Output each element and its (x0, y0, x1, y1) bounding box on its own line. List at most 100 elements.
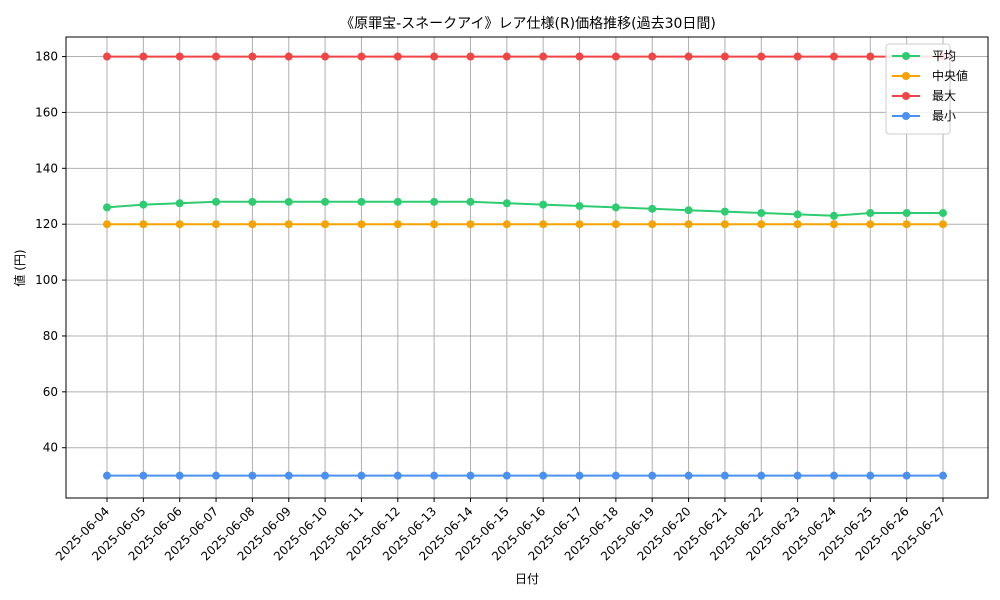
data-point (103, 471, 111, 480)
data-point (139, 471, 148, 480)
data-point (502, 199, 511, 208)
data-point (648, 52, 657, 61)
data-point (284, 197, 293, 206)
data-point (212, 220, 221, 229)
data-point (720, 220, 729, 229)
legend-label: 最小 (932, 109, 956, 123)
data-point (103, 52, 111, 61)
data-point (829, 52, 838, 61)
y-tick-label: 40 (43, 441, 58, 455)
data-point (175, 220, 184, 229)
data-point (502, 52, 511, 61)
series-2 (103, 52, 947, 61)
data-point (684, 471, 693, 480)
data-point (321, 471, 330, 480)
data-point (866, 471, 875, 480)
data-point (539, 200, 548, 209)
data-point (284, 52, 293, 61)
legend-label: 平均 (932, 49, 956, 63)
legend-marker (902, 72, 910, 80)
y-axis-label: 値 (円) (12, 249, 27, 286)
data-point (321, 197, 330, 206)
data-point (393, 220, 402, 229)
y-tick-label: 120 (35, 217, 58, 231)
data-point (212, 471, 221, 480)
legend-box (885, 43, 951, 135)
series-layer (103, 52, 947, 480)
data-point (939, 209, 947, 218)
data-point (793, 210, 802, 219)
data-point (757, 220, 766, 229)
data-point (902, 220, 911, 229)
legend-marker (902, 52, 910, 60)
data-point (939, 471, 947, 480)
data-point (757, 52, 766, 61)
chart-title: 《原罪宝-スネークアイ》レア仕様(R)価格推移(過去30日間) (340, 16, 716, 32)
y-tick-label: 140 (35, 161, 58, 175)
data-point (284, 471, 293, 480)
y-axis-ticks: 40 60 80 100 120 140 160 180 (35, 50, 66, 455)
data-point (139, 200, 148, 209)
data-point (321, 220, 330, 229)
y-tick-label: 80 (43, 329, 58, 343)
data-point (430, 220, 439, 229)
data-point (248, 197, 257, 206)
data-point (575, 52, 584, 61)
data-point (248, 52, 257, 61)
data-point (866, 220, 875, 229)
data-point (866, 52, 875, 61)
data-point (793, 220, 802, 229)
data-point (866, 209, 875, 218)
data-point (466, 471, 475, 480)
data-point (829, 471, 838, 480)
data-point (611, 220, 620, 229)
plot-frame (65, 36, 989, 499)
series-3 (103, 471, 947, 480)
y-tick-label: 180 (35, 50, 58, 64)
data-point (539, 52, 548, 61)
data-point (175, 52, 184, 61)
data-point (793, 471, 802, 480)
data-point (648, 220, 657, 229)
data-point (902, 209, 911, 218)
data-point (466, 197, 475, 206)
data-point (902, 471, 911, 480)
data-point (103, 203, 111, 212)
data-point (175, 199, 184, 208)
data-point (648, 471, 657, 480)
data-point (430, 52, 439, 61)
data-point (611, 471, 620, 480)
data-point (466, 52, 475, 61)
data-point (575, 220, 584, 229)
data-point (720, 471, 729, 480)
data-point (829, 211, 838, 220)
y-tick-label: 100 (35, 273, 58, 287)
data-point (103, 220, 111, 229)
data-point (357, 220, 366, 229)
legend-label: 最大 (932, 89, 956, 103)
data-point (393, 471, 402, 480)
data-point (430, 471, 439, 480)
data-point (393, 197, 402, 206)
legend-marker (902, 112, 910, 120)
y-tick-label: 160 (35, 105, 58, 119)
data-point (139, 52, 148, 61)
data-point (502, 220, 511, 229)
series-0 (103, 197, 947, 220)
data-point (684, 206, 693, 215)
data-point (575, 202, 584, 211)
data-point (757, 471, 766, 480)
series-1 (103, 220, 947, 229)
data-point (248, 220, 257, 229)
data-point (175, 471, 184, 480)
data-point (393, 52, 402, 61)
data-point (793, 52, 802, 61)
data-point (248, 471, 257, 480)
data-point (357, 52, 366, 61)
data-point (720, 207, 729, 216)
x-axis-label: 日付 (515, 572, 539, 586)
data-point (212, 197, 221, 206)
